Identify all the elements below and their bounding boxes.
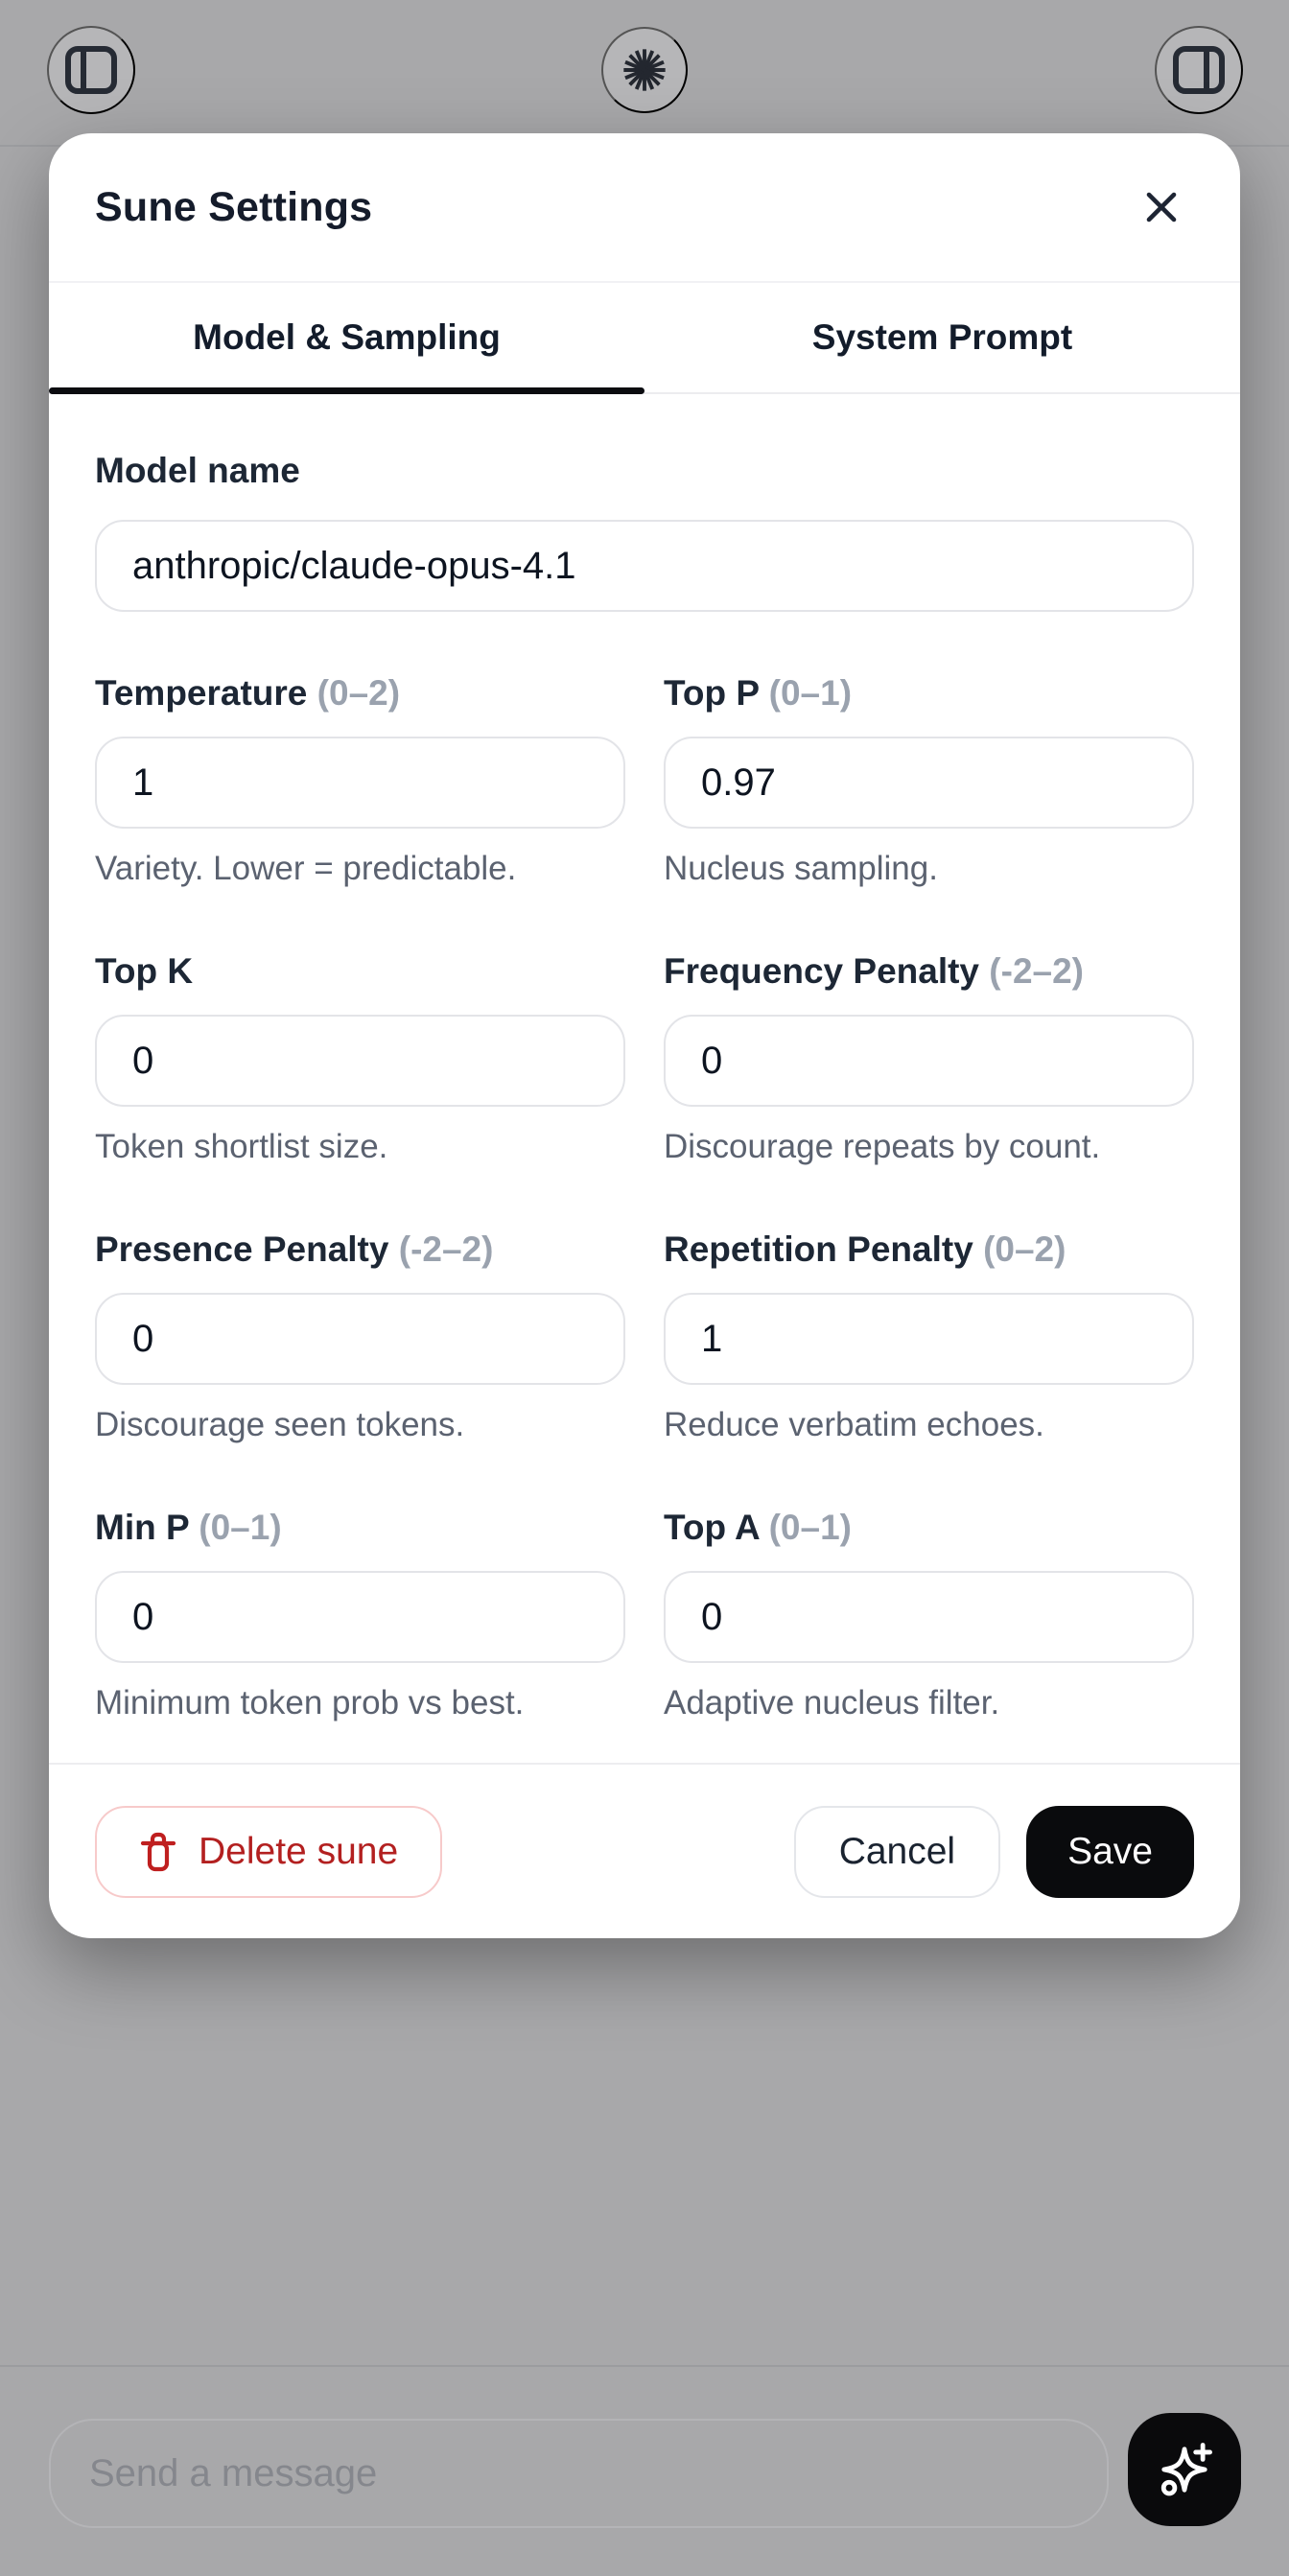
model-name-input[interactable] xyxy=(95,520,1194,612)
close-icon xyxy=(1146,192,1177,222)
top-a-hint: Adaptive nucleus filter. xyxy=(664,1684,1000,1721)
panel-right-icon xyxy=(1173,46,1225,94)
top-k-input[interactable] xyxy=(95,1015,625,1107)
presence-penalty-input[interactable] xyxy=(95,1293,625,1385)
repetition-penalty-input[interactable] xyxy=(664,1293,1194,1385)
field-model-name: Model name xyxy=(95,451,1194,612)
presence-penalty-hint: Discourage seen tokens. xyxy=(95,1406,465,1443)
field-frequency-penalty: Frequency Penalty (-2–2) Discourage repe… xyxy=(664,951,1194,1166)
top-p-range: (0–1) xyxy=(768,673,853,713)
dialog-title: Sune Settings xyxy=(95,183,373,230)
model-name-label: Model name xyxy=(95,451,300,490)
top-k-label: Top K xyxy=(95,951,194,991)
field-top-a: Top A (0–1) Adaptive nucleus filter. xyxy=(664,1508,1194,1722)
repetition-penalty-hint: Reduce verbatim echoes. xyxy=(664,1406,1044,1443)
temperature-input[interactable] xyxy=(95,737,625,829)
field-presence-penalty: Presence Penalty (-2–2) Discourage seen … xyxy=(95,1229,625,1444)
frequency-penalty-label: Frequency Penalty xyxy=(664,951,980,991)
min-p-input[interactable] xyxy=(95,1571,625,1663)
app-header xyxy=(0,0,1289,147)
panel-right-button[interactable] xyxy=(1155,26,1243,114)
top-a-input[interactable] xyxy=(664,1571,1194,1663)
sampling-grid: Temperature (0–2) Variety. Lower = predi… xyxy=(95,673,1194,1722)
message-composer xyxy=(0,2365,1289,2576)
top-k-hint: Token shortlist size. xyxy=(95,1128,388,1165)
settings-form: Model name Temperature (0–2) Variety. Lo… xyxy=(49,394,1240,1763)
presence-penalty-label: Presence Penalty xyxy=(95,1229,389,1269)
trash-icon xyxy=(140,1832,176,1871)
repetition-penalty-label: Repetition Penalty xyxy=(664,1229,973,1269)
temperature-range: (0–2) xyxy=(316,673,401,713)
panel-left-icon xyxy=(65,46,117,94)
top-p-hint: Nucleus sampling. xyxy=(664,850,938,887)
top-a-label: Top A xyxy=(664,1508,760,1547)
message-input[interactable] xyxy=(49,2419,1109,2528)
frequency-penalty-input[interactable] xyxy=(664,1015,1194,1107)
tab-model-sampling[interactable]: Model & Sampling xyxy=(49,283,644,394)
top-p-label: Top P xyxy=(664,673,760,713)
tab-system-prompt[interactable]: System Prompt xyxy=(644,283,1240,392)
field-top-k: Top K Token shortlist size. xyxy=(95,951,625,1166)
starburst-button[interactable] xyxy=(601,27,688,113)
field-temperature: Temperature (0–2) Variety. Lower = predi… xyxy=(95,673,625,888)
sparkle-button[interactable] xyxy=(1128,2413,1241,2526)
starburst-icon xyxy=(623,49,666,91)
field-min-p: Min P (0–1) Minimum token prob vs best. xyxy=(95,1508,625,1722)
panel-left-button[interactable] xyxy=(47,26,135,114)
sparkles-icon xyxy=(1160,2443,1212,2496)
min-p-range: (0–1) xyxy=(199,1508,282,1547)
presence-penalty-range: (-2–2) xyxy=(398,1229,494,1269)
temperature-hint: Variety. Lower = predictable. xyxy=(95,850,517,887)
temperature-label: Temperature xyxy=(95,673,308,713)
min-p-hint: Minimum token prob vs best. xyxy=(95,1684,525,1721)
field-repetition-penalty: Repetition Penalty (0–2) Reduce verbatim… xyxy=(664,1229,1194,1444)
sune-settings-dialog: Sune Settings Model & Sampling System Pr… xyxy=(49,133,1240,1938)
delete-sune-button[interactable]: Delete sune xyxy=(95,1805,443,1898)
field-top-p: Top P (0–1) Nucleus sampling. xyxy=(664,673,1194,888)
close-button[interactable] xyxy=(1138,184,1184,230)
save-button[interactable]: Save xyxy=(1026,1805,1194,1898)
repetition-penalty-range: (0–2) xyxy=(983,1229,1066,1269)
frequency-penalty-hint: Discourage repeats by count. xyxy=(664,1128,1101,1165)
settings-tabs: Model & Sampling System Prompt xyxy=(49,281,1240,394)
dialog-header: Sune Settings xyxy=(49,133,1240,281)
top-a-range: (0–1) xyxy=(768,1508,852,1547)
cancel-button[interactable]: Cancel xyxy=(793,1805,1001,1898)
frequency-penalty-range: (-2–2) xyxy=(989,951,1084,991)
dialog-footer: Delete sune Cancel Save xyxy=(49,1763,1240,1938)
min-p-label: Min P xyxy=(95,1508,189,1547)
top-p-input[interactable] xyxy=(664,737,1194,829)
delete-sune-label: Delete sune xyxy=(199,1830,399,1872)
